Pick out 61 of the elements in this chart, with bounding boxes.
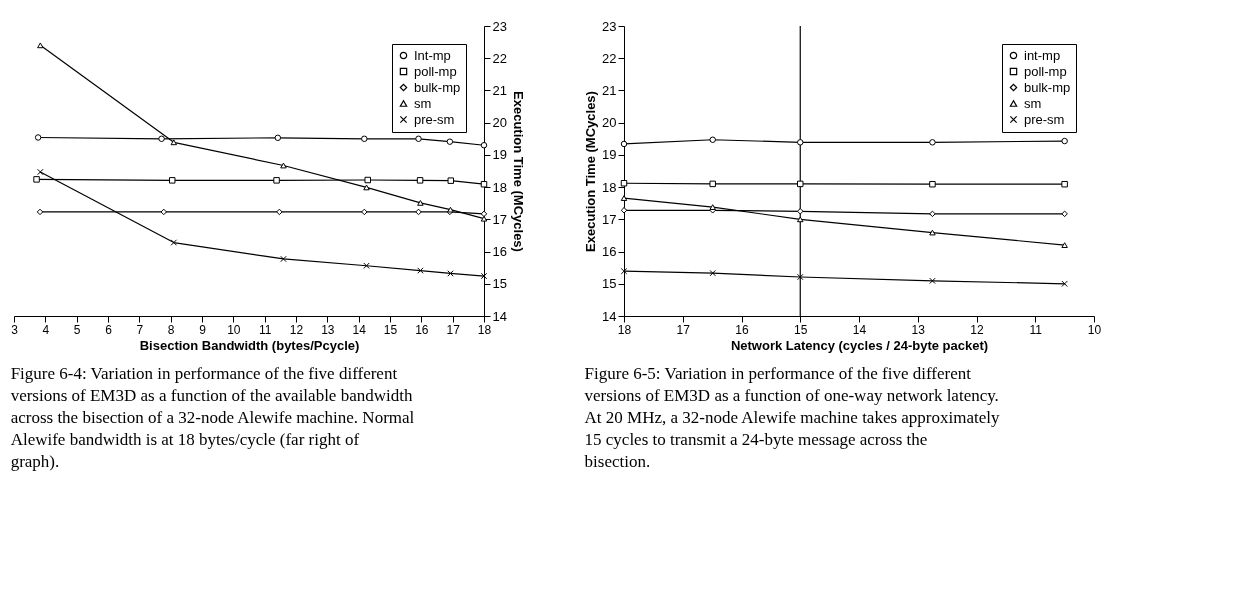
y2-tick-label: 20 <box>492 115 507 131</box>
x-tick-label: 14 <box>852 322 867 337</box>
x-tick-label: 16 <box>735 322 749 337</box>
y-tick-label: 21 <box>602 82 617 98</box>
legend-label: sm <box>414 95 432 111</box>
y-tick-label: 20 <box>602 115 617 131</box>
y2-tick-label: 19 <box>492 147 507 163</box>
x-tick-label: 5 <box>73 322 81 337</box>
caption: Figure 6-5: Variation in performance of the five different versions of EM3D as a function of one-way network latency. At 20 MHz, a 32-node Alewife machine takes approximately 15 cycles to transmit a 24-byte message across the bisection. <box>584 364 1000 471</box>
x-tick-label: 10 <box>1087 322 1102 337</box>
y2-tick-label: 23 <box>492 18 507 34</box>
legend-label: pre-sm <box>1024 111 1065 127</box>
y-tick-label: 22 <box>602 50 617 66</box>
y-axis-title: Execution Time (MCycles) <box>583 91 599 252</box>
y2-tick-label: 21 <box>492 82 507 98</box>
x-tick-label: 12 <box>970 322 984 337</box>
x-tick-label: 13 <box>321 322 335 337</box>
y2-axis-title: Execution Time (MCycles) <box>510 91 526 252</box>
x-tick-label: 13 <box>911 322 926 337</box>
y2-tick-label: 14 <box>492 308 507 324</box>
x-tick-label: 15 <box>794 322 808 337</box>
x-tick-label: 15 <box>383 322 398 337</box>
y-tick-label: 18 <box>602 179 617 195</box>
legend-label: sm <box>1024 95 1042 111</box>
y2-tick-label: 17 <box>492 211 507 227</box>
x-tick-label: 12 <box>289 322 304 337</box>
x-tick-label: 14 <box>352 322 367 337</box>
x-tick-label: 4 <box>42 322 50 337</box>
x-tick-label: 8 <box>167 322 175 337</box>
y-tick-label: 17 <box>602 211 617 227</box>
y-tick-label: 19 <box>602 147 617 163</box>
x-tick-label: 7 <box>136 322 144 337</box>
y-tick-label: 14 <box>602 308 617 324</box>
y2-tick-label: 22 <box>492 50 507 66</box>
x-tick-label: 18 <box>477 322 492 337</box>
x-tick-label: 10 <box>227 322 241 337</box>
x-axis-title: Bisection Bandwidth (bytes/Pcycle) <box>139 337 360 353</box>
legend-label: poll-mp <box>414 63 457 79</box>
x-tick-label: 11 <box>1029 322 1043 337</box>
legend-label: Int-mp <box>414 47 451 63</box>
legend-label: bulk-mp <box>414 79 461 95</box>
legend-label: pre-sm <box>414 111 455 127</box>
x-tick-label: 9 <box>199 322 207 337</box>
x-tick-label: 17 <box>676 322 691 337</box>
y-tick-label: 16 <box>602 244 617 260</box>
x-tick-label: 16 <box>415 322 429 337</box>
y2-tick-label: 18 <box>492 179 507 195</box>
caption: Figure 6-4: Variation in performance of the five different versions of EM3D as a function of the available bandwidth across the bisection of a 32-node Alewife machine. Normal Alewife bandwidth is at 18 bytes/cycle (far right of graph). <box>10 364 415 471</box>
y2-tick-label: 16 <box>492 244 507 260</box>
legend-label: int-mp <box>1024 47 1061 63</box>
y-tick-label: 23 <box>602 18 617 34</box>
x-axis-title: Network Latency (cycles / 24-byte packet) <box>730 337 989 353</box>
x-tick-label: 18 <box>617 322 632 337</box>
x-tick-label: 17 <box>446 322 461 337</box>
x-tick-label: 6 <box>105 322 113 337</box>
y2-tick-label: 15 <box>492 276 507 292</box>
legend-label: bulk-mp <box>1024 79 1071 95</box>
x-tick-label: 3 <box>11 322 19 337</box>
x-tick-label: 11 <box>258 322 272 337</box>
y-tick-label: 15 <box>602 276 617 292</box>
legend-label: poll-mp <box>1024 63 1067 79</box>
